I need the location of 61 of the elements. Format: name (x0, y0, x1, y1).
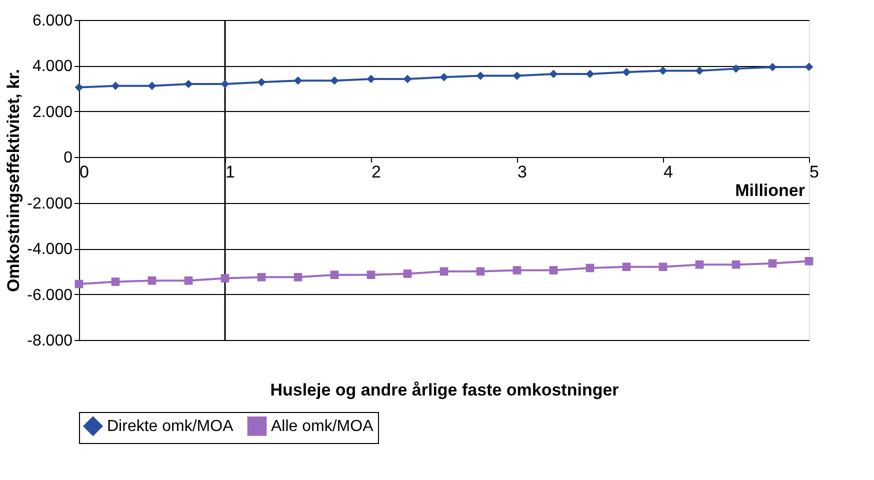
point (74, 83, 84, 92)
point (658, 66, 668, 75)
point (658, 262, 668, 272)
point (512, 266, 522, 274)
point (732, 64, 740, 73)
point (294, 76, 302, 85)
y-tick-label: 0 (64, 150, 73, 167)
y-tick-label: -8.000 (27, 332, 73, 350)
legend-label: Direkte omk/MOA (107, 418, 234, 436)
point (732, 260, 740, 269)
point (184, 80, 193, 88)
point (184, 276, 193, 285)
point (257, 272, 266, 282)
y-tick-label: -2.000 (27, 195, 73, 212)
point (622, 68, 631, 76)
point (366, 270, 376, 280)
y-tick-label: -6.000 (27, 286, 73, 304)
point (294, 272, 302, 282)
point (476, 267, 485, 276)
point (586, 264, 594, 272)
point (74, 280, 84, 288)
legend-label: Alle omk/MOA (271, 418, 374, 436)
point (549, 70, 558, 78)
y-tick-label: 6.000 (32, 12, 73, 30)
point (768, 259, 777, 268)
point (440, 72, 448, 82)
point (440, 267, 448, 276)
x-tick-label: 3 (518, 162, 527, 182)
point (148, 276, 156, 285)
y-tick-label: 2.000 (32, 104, 73, 121)
point (257, 78, 266, 86)
point (622, 262, 631, 272)
point (220, 274, 230, 282)
point (804, 256, 814, 266)
x-tick-label: 5 (810, 162, 819, 182)
point (476, 72, 485, 80)
y-axis-title: Omkostningseffektivitet, kr. (4, 69, 24, 292)
point (111, 278, 120, 286)
point (695, 66, 704, 75)
point (220, 80, 230, 88)
point (111, 82, 120, 90)
x-tick-label: 1 (226, 162, 235, 182)
point (768, 62, 777, 72)
point (403, 270, 412, 278)
point (366, 74, 376, 84)
point (549, 266, 558, 274)
point (330, 270, 339, 280)
y-tick-label: -4.000 (27, 241, 73, 258)
point (403, 74, 412, 84)
point (586, 70, 594, 78)
x-axis-title: Husleje og andre årlige faste omkostninger (270, 380, 620, 400)
annotation: Millioner (735, 181, 806, 200)
point (512, 72, 522, 80)
point (695, 260, 704, 269)
x-tick-label: 4 (664, 162, 673, 182)
point (330, 76, 339, 85)
x-tick-label: 0 (80, 162, 89, 182)
x-tick-label: 2 (372, 162, 381, 182)
point (148, 82, 156, 90)
y-tick-label: 4.000 (32, 58, 73, 76)
point (804, 62, 814, 72)
